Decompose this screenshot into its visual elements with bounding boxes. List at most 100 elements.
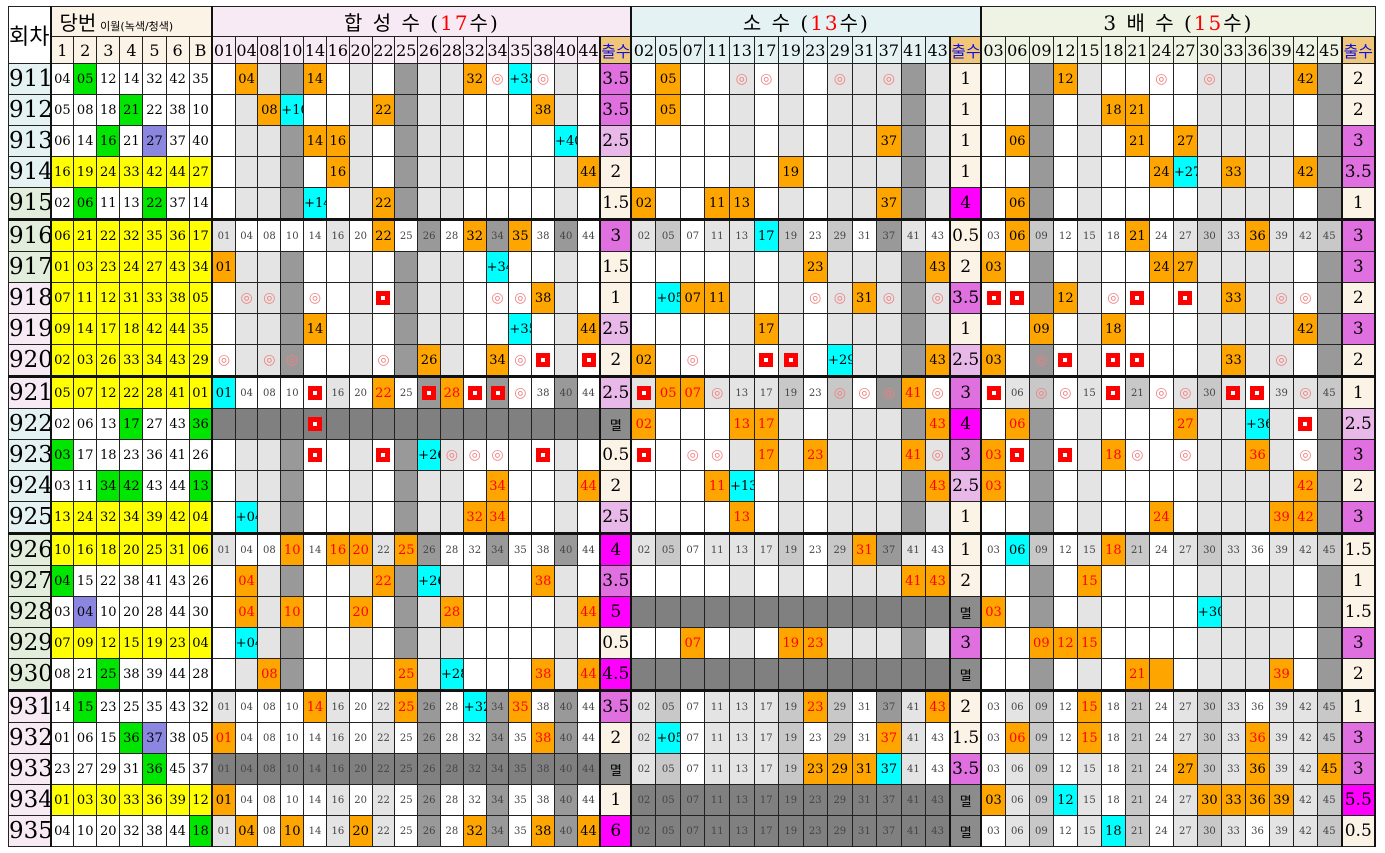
mult3-cell-27 bbox=[1172, 344, 1198, 378]
mult3-out-count: 1 bbox=[1340, 690, 1377, 723]
drawn-number: 44 bbox=[165, 156, 190, 188]
mult3-cell-39 bbox=[1268, 408, 1294, 440]
mult3-number-cell: 42 bbox=[1292, 690, 1319, 723]
double-circle-icon: ◎ bbox=[760, 71, 773, 87]
mult3-number-cell: 21 bbox=[1124, 815, 1150, 847]
mult3-cell-15 bbox=[1076, 313, 1102, 345]
comp-hit: 44 bbox=[576, 470, 601, 502]
prime-cell-19 bbox=[778, 344, 804, 378]
prime-number-cell: 11 bbox=[704, 533, 730, 566]
double-circle-icon: ◎ bbox=[263, 290, 276, 306]
prime-hit: 29 bbox=[827, 753, 853, 785]
mult3-cell-36 bbox=[1244, 125, 1270, 157]
comp-hit: 25 bbox=[394, 533, 419, 566]
comp-cell-10 bbox=[280, 501, 305, 535]
comp-col-header: 04 bbox=[234, 36, 259, 64]
mult3-col-header: 12 bbox=[1052, 36, 1078, 64]
prime-cell-41 bbox=[900, 408, 927, 440]
comp-cell-16 bbox=[325, 501, 350, 535]
comp-number-cell: 40 bbox=[554, 376, 578, 409]
double-circle-icon: ◎ bbox=[931, 447, 944, 463]
prime-cell-05 bbox=[655, 344, 681, 378]
drawn-number: 18 bbox=[96, 533, 121, 566]
prime-cell-17 bbox=[753, 251, 780, 283]
double-circle-icon: ◎ bbox=[377, 352, 390, 368]
drawn-number: 10 bbox=[50, 533, 75, 566]
comp-col-header: 10 bbox=[280, 36, 305, 64]
prime-cell-29 bbox=[827, 94, 853, 126]
prime-number-cell: 29 bbox=[827, 815, 853, 847]
mult3-number-cell: 24 bbox=[1148, 753, 1174, 785]
comp-number-cell: 08 bbox=[257, 219, 282, 252]
comp-cell-38 bbox=[531, 627, 556, 659]
drawn-number: 05 bbox=[73, 63, 98, 95]
double-circle-icon: ◎ bbox=[1275, 290, 1288, 306]
comp-cell-25 bbox=[394, 565, 419, 597]
red-square-marker-icon bbox=[376, 448, 391, 463]
mult3-cell-42 bbox=[1292, 94, 1319, 126]
double-circle-icon: ◎ bbox=[514, 385, 527, 401]
mult3-number-cell: 42 bbox=[1292, 753, 1319, 785]
comp-hit: 28 bbox=[439, 376, 464, 409]
comp-col-header: 01 bbox=[211, 36, 236, 64]
comp-carry-hit: +04 bbox=[234, 501, 259, 535]
prime-out-count: 2.5 bbox=[949, 344, 983, 378]
mult3-cell-12: ◎ bbox=[1052, 376, 1078, 409]
red-square-marker-icon bbox=[1250, 386, 1265, 401]
prime-cell-13 bbox=[728, 94, 755, 126]
mult3-cell-27 bbox=[1172, 565, 1198, 597]
drawn-number: 41 bbox=[165, 439, 190, 471]
mult3-cell-24: ◎ bbox=[1148, 63, 1174, 95]
round-number: 922 bbox=[7, 408, 52, 440]
drawn-number: 29 bbox=[188, 344, 213, 378]
red-square-marker-icon bbox=[308, 417, 323, 432]
prime-cell-11: ◎ bbox=[704, 376, 730, 409]
comp-cell-40 bbox=[554, 501, 578, 535]
prime-number-cell: 13 bbox=[728, 815, 755, 847]
drawn-number: 44 bbox=[165, 313, 190, 345]
mult3-cell-12 bbox=[1052, 565, 1078, 597]
prime-cell-31 bbox=[851, 470, 878, 502]
mult3-cell-39 bbox=[1268, 313, 1294, 345]
prime-out-count: 1 bbox=[949, 63, 983, 95]
comp-out-count: 3.5 bbox=[599, 63, 633, 95]
double-circle-icon: ◎ bbox=[882, 290, 895, 306]
mult3-cell-03 bbox=[980, 408, 1006, 440]
mult3-number-cell: 24 bbox=[1148, 815, 1174, 847]
comp-cell-04 bbox=[234, 125, 259, 157]
mult3-col-header: 09 bbox=[1028, 36, 1054, 64]
mult3-cell-36 bbox=[1244, 63, 1270, 95]
drawn-number: 28 bbox=[142, 596, 167, 628]
drawn-number: 06 bbox=[73, 187, 98, 221]
comp-number-cell: 10 bbox=[280, 784, 305, 816]
table-row: 921 05 07 12 22 28 41 01 01 04 08 10 16 20 22 25 28 ◎ 38 40… bbox=[7, 376, 1377, 409]
comp-cell-40 bbox=[554, 344, 578, 378]
mult3-cell-30 bbox=[1196, 658, 1222, 692]
prime-number-cell: 17 bbox=[753, 753, 780, 785]
drawn-number: 05 bbox=[50, 94, 75, 126]
mult3-cell-42 bbox=[1292, 187, 1319, 221]
prime-cell-19 bbox=[778, 63, 804, 95]
mult3-cell-36 bbox=[1244, 658, 1270, 692]
drawn-number: 32 bbox=[119, 219, 144, 252]
red-square-marker-icon bbox=[1058, 353, 1073, 368]
drawn-number: 36 bbox=[188, 408, 213, 440]
double-circle-icon: ◎ bbox=[491, 290, 504, 306]
comp-number-cell: 22 bbox=[371, 690, 396, 723]
comp-cell-34 bbox=[485, 125, 510, 157]
drawn-number: 41 bbox=[165, 376, 190, 409]
comp-col-header: 16 bbox=[325, 36, 350, 64]
comp-hit: 01 bbox=[211, 251, 236, 283]
comp-cell-14 bbox=[303, 501, 327, 535]
prime-cell-17 bbox=[753, 596, 780, 628]
mult3-cell-06 bbox=[1004, 658, 1030, 692]
prime-cell-23 bbox=[802, 344, 829, 378]
comp-cell-25 bbox=[394, 439, 419, 471]
comp-number-cell: 10 bbox=[280, 219, 305, 252]
comp-cell-10 bbox=[280, 470, 305, 502]
red-square-marker-icon bbox=[1058, 448, 1073, 463]
comp-number-cell: 04 bbox=[234, 376, 259, 409]
red-square-marker-icon bbox=[636, 386, 651, 401]
prime-out-count: 4 bbox=[949, 187, 983, 221]
red-square-marker-icon bbox=[783, 353, 798, 368]
